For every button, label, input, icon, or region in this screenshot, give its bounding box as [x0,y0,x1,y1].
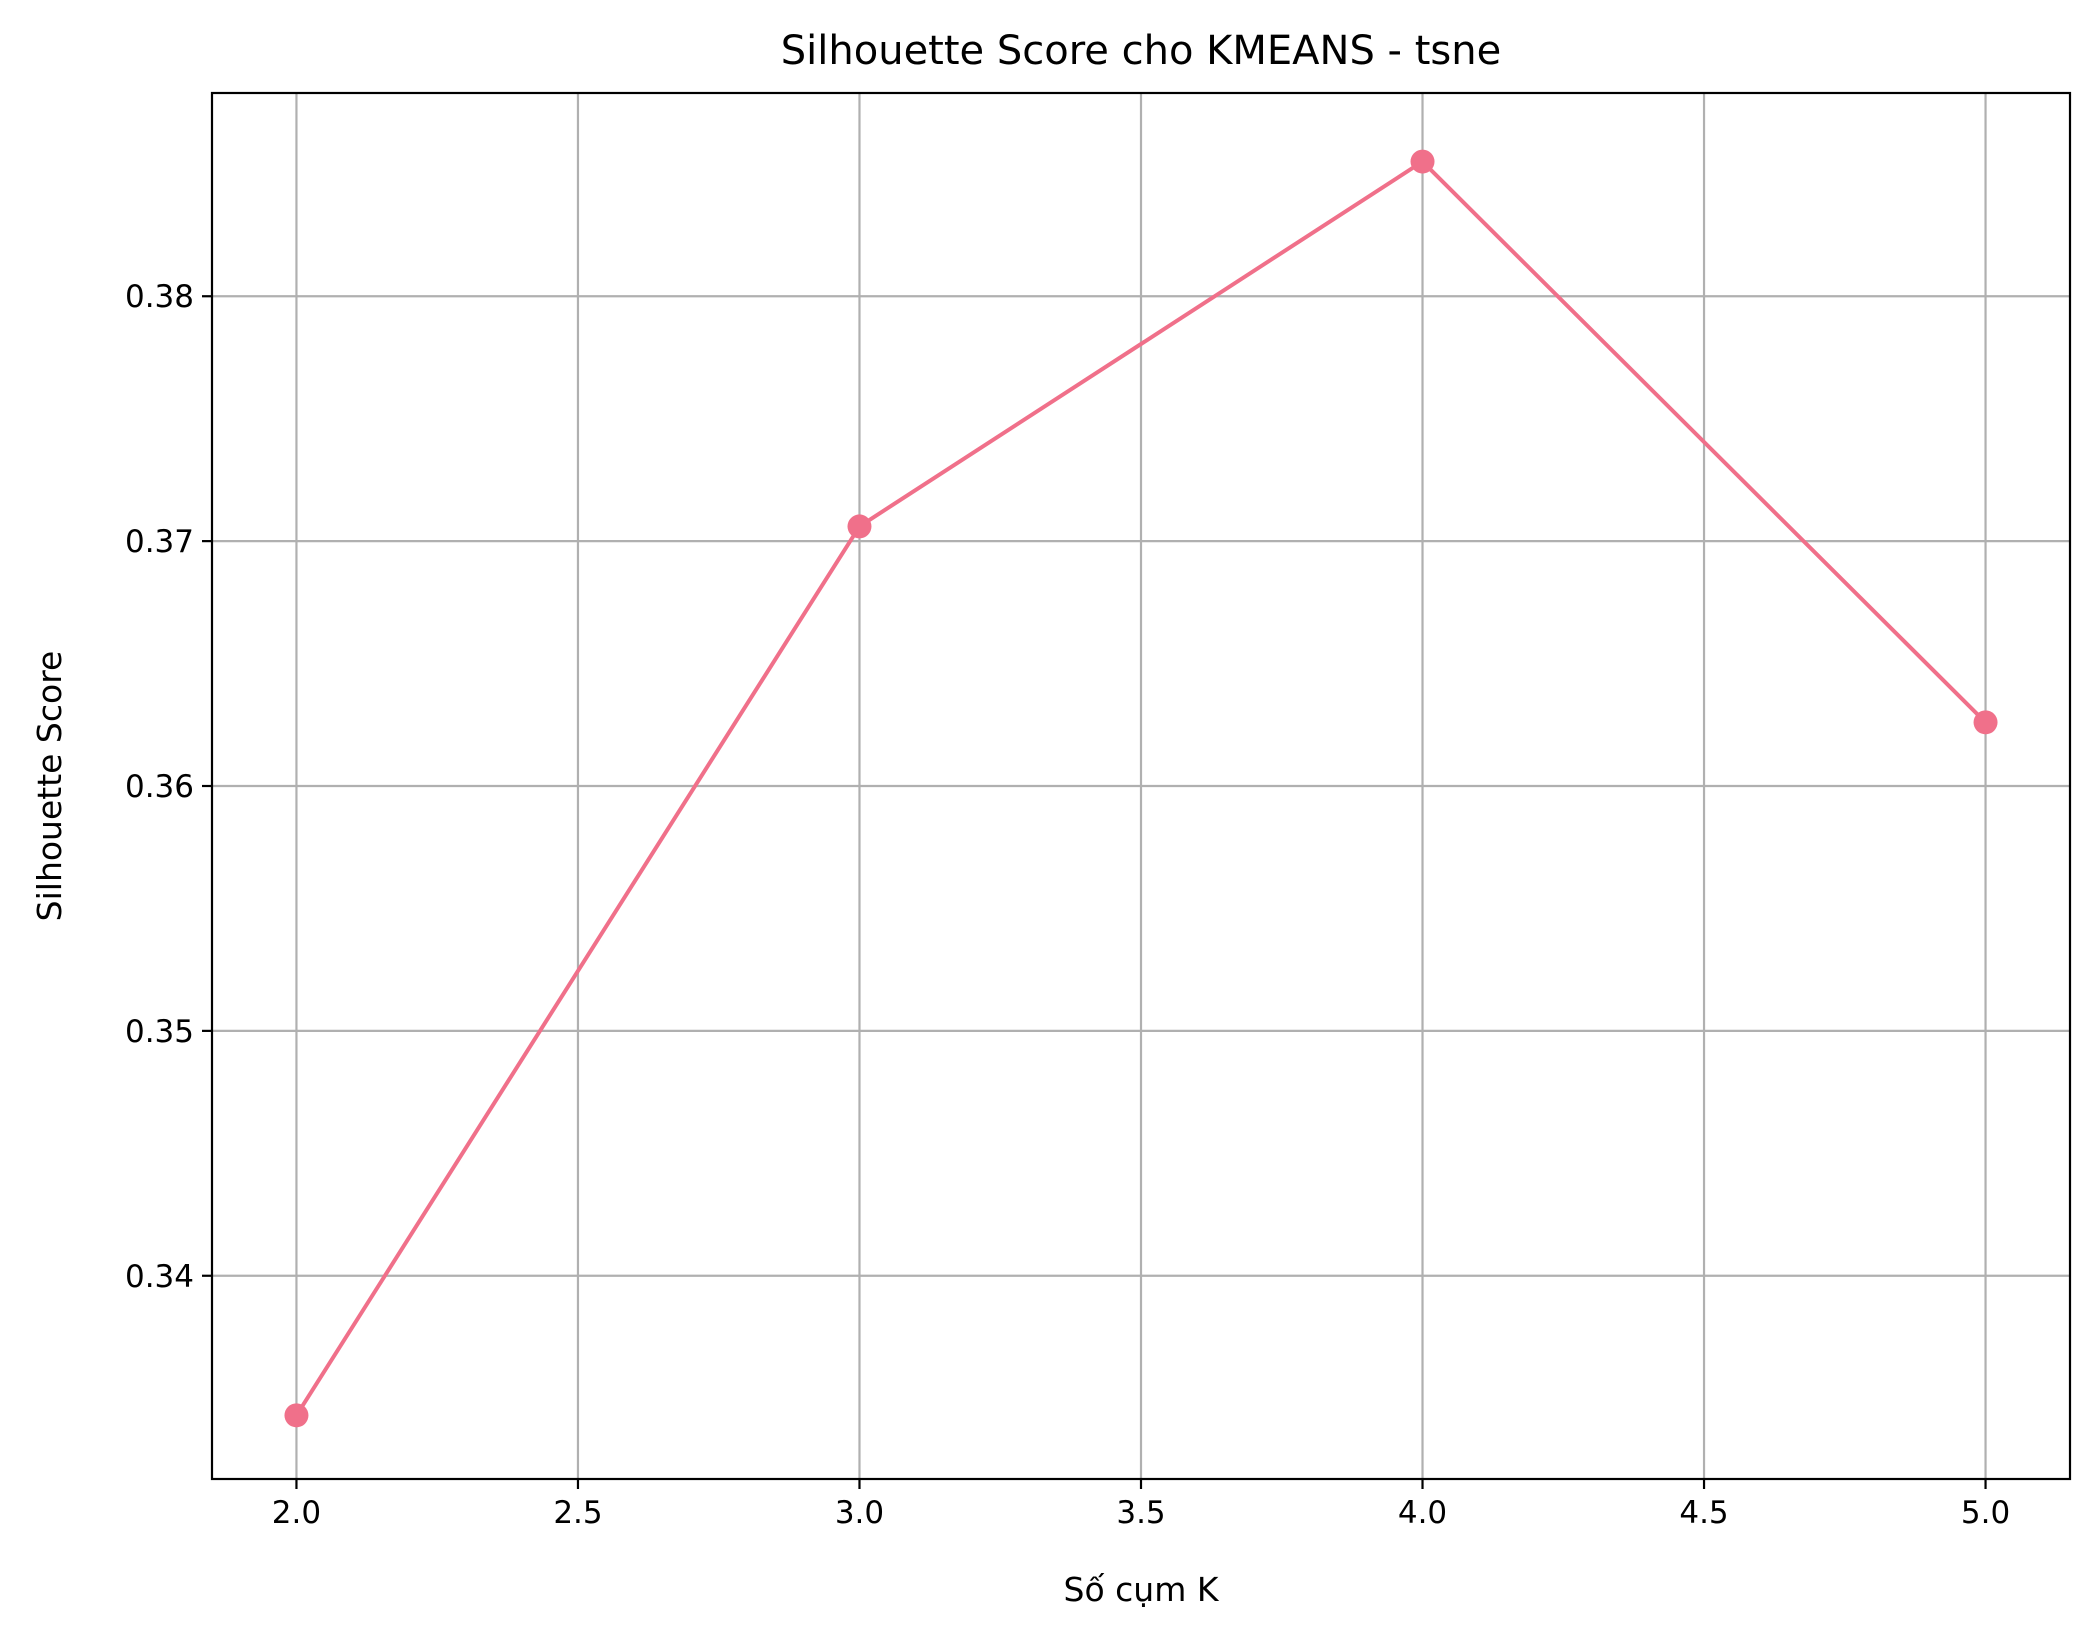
data-point [1410,149,1435,174]
chart-title: Silhouette Score cho KMEANS - tsne [781,28,1501,74]
x-tick-label: 3.5 [1116,1495,1165,1531]
x-tick-label: 4.0 [1398,1495,1447,1531]
data-point [1973,710,1998,735]
data-point [284,1403,309,1428]
x-tick-label: 5.0 [1961,1495,2010,1531]
data-point [847,514,872,539]
y-tick-label: 0.38 [125,279,194,315]
y-tick-label: 0.35 [125,1014,194,1050]
y-tick-label: 0.34 [125,1259,194,1295]
tick-layer: 2.0 2.5 3.0 3.5 4.0 4.5 5.0 0.34 0.35 0.36 0.37 0.3… [125,279,2010,1531]
y-axis-label: Silhouette Score [30,651,69,922]
x-axis-label: Số cụm K [1064,1570,1220,1609]
x-tick-label: 2.5 [553,1495,602,1531]
plot-frame [210,91,2072,1481]
grid-layer [212,93,2070,1479]
series-line [294,159,1987,1417]
x-tick-label: 2.0 [272,1495,321,1531]
y-tick-label: 0.37 [125,524,194,560]
y-tick-label: 0.36 [125,769,194,805]
series-layer [284,149,1998,1428]
x-tick-label: 3.0 [835,1495,884,1531]
x-tick-label: 4.5 [1679,1495,1728,1531]
